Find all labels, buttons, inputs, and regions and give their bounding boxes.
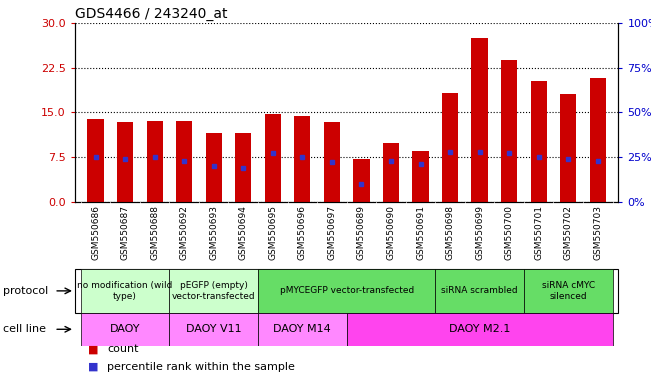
Bar xyxy=(235,133,251,202)
Bar xyxy=(531,81,547,202)
Text: GSM550701: GSM550701 xyxy=(534,205,543,260)
Bar xyxy=(412,151,428,202)
Bar xyxy=(501,60,518,202)
Bar xyxy=(524,269,613,313)
Bar xyxy=(560,94,576,202)
Text: DAOY M14: DAOY M14 xyxy=(273,324,331,334)
Bar xyxy=(265,114,281,202)
Text: GSM550700: GSM550700 xyxy=(505,205,514,260)
Text: protocol: protocol xyxy=(3,286,49,296)
Bar xyxy=(146,121,163,202)
Text: siRNA cMYC
silenced: siRNA cMYC silenced xyxy=(542,281,595,301)
Text: GSM550697: GSM550697 xyxy=(327,205,337,260)
Bar xyxy=(436,269,524,313)
Bar xyxy=(176,121,192,202)
Text: cell line: cell line xyxy=(3,324,46,334)
Bar xyxy=(81,313,169,346)
Bar xyxy=(87,119,104,202)
Text: GSM550687: GSM550687 xyxy=(120,205,130,260)
Text: GSM550686: GSM550686 xyxy=(91,205,100,260)
Text: GSM550690: GSM550690 xyxy=(387,205,395,260)
Bar xyxy=(81,269,169,313)
Text: GSM550696: GSM550696 xyxy=(298,205,307,260)
Bar xyxy=(347,313,613,346)
Text: GSM550688: GSM550688 xyxy=(150,205,159,260)
Text: GSM550693: GSM550693 xyxy=(209,205,218,260)
Text: pMYCEGFP vector-transfected: pMYCEGFP vector-transfected xyxy=(279,286,414,295)
Text: pEGFP (empty)
vector-transfected: pEGFP (empty) vector-transfected xyxy=(172,281,256,301)
Text: GSM550699: GSM550699 xyxy=(475,205,484,260)
Bar xyxy=(383,143,399,202)
Bar xyxy=(471,38,488,202)
Bar xyxy=(590,78,606,202)
Bar xyxy=(294,116,311,202)
Text: GSM550695: GSM550695 xyxy=(268,205,277,260)
Text: GDS4466 / 243240_at: GDS4466 / 243240_at xyxy=(75,7,227,21)
Bar xyxy=(324,122,340,202)
Bar xyxy=(169,313,258,346)
Bar xyxy=(206,133,222,202)
Text: GSM550689: GSM550689 xyxy=(357,205,366,260)
Text: ■: ■ xyxy=(88,344,98,354)
Text: GSM550691: GSM550691 xyxy=(416,205,425,260)
Text: GSM550692: GSM550692 xyxy=(180,205,189,260)
Bar xyxy=(258,269,436,313)
Bar xyxy=(353,159,370,202)
Text: GSM550694: GSM550694 xyxy=(239,205,248,260)
Text: percentile rank within the sample: percentile rank within the sample xyxy=(107,362,296,372)
Text: GSM550698: GSM550698 xyxy=(445,205,454,260)
Text: siRNA scrambled: siRNA scrambled xyxy=(441,286,518,295)
Bar xyxy=(442,93,458,202)
Bar xyxy=(117,122,133,202)
Text: no modification (wild
type): no modification (wild type) xyxy=(77,281,173,301)
Text: GSM550702: GSM550702 xyxy=(564,205,573,260)
Text: DAOY M2.1: DAOY M2.1 xyxy=(449,324,510,334)
Text: DAOY: DAOY xyxy=(110,324,141,334)
Bar xyxy=(169,269,258,313)
Text: GSM550703: GSM550703 xyxy=(593,205,602,260)
Bar xyxy=(258,313,347,346)
Text: DAOY V11: DAOY V11 xyxy=(186,324,242,334)
Text: count: count xyxy=(107,344,139,354)
Text: ■: ■ xyxy=(88,362,98,372)
